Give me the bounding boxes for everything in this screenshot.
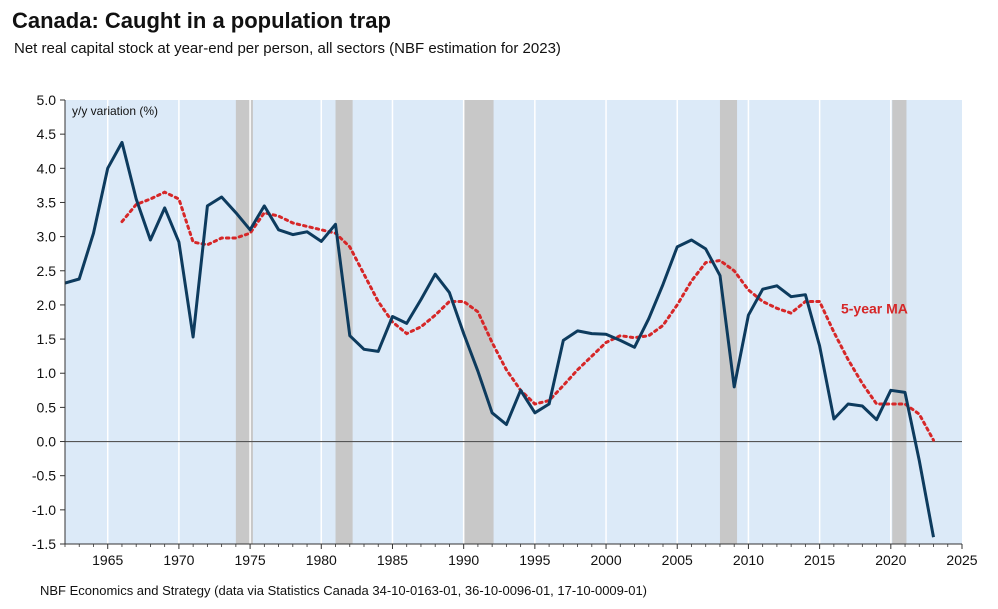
x-tick-label: 1990 [448, 552, 479, 568]
x-tick-label: 2020 [875, 552, 906, 568]
x-tick-label: 1975 [235, 552, 266, 568]
y-tick-label: -1.0 [32, 502, 56, 518]
x-tick-label: 2010 [733, 552, 764, 568]
series [64, 140, 935, 538]
y-tick-label: 5.0 [37, 92, 57, 108]
y-tick-label: 3.5 [37, 194, 57, 210]
recession-band [892, 100, 907, 544]
x-tick-label: 1995 [519, 552, 550, 568]
y-tick-label: 2.5 [37, 263, 57, 279]
y-tick-label: 0.0 [37, 434, 57, 450]
source-note: NBF Economics and Strategy (data via Sta… [40, 583, 648, 598]
gridlines [106, 100, 892, 544]
recession-band [463, 100, 494, 544]
x-tick-label: 1985 [377, 552, 408, 568]
y-tick-label: 1.5 [37, 331, 57, 347]
chart-title: Canada: Caught in a population trap [12, 8, 391, 33]
x-tick-label: 2015 [804, 552, 835, 568]
y-tick-label: 0.5 [37, 399, 57, 415]
x-tick-label: 2025 [946, 552, 977, 568]
recession-band [335, 100, 353, 544]
y-tick-label: 3.0 [37, 229, 57, 245]
plot-area [65, 100, 962, 544]
series-line-5-year-ma [120, 190, 935, 442]
y-tick-label: 4.0 [37, 160, 57, 176]
x-tick-label: 1965 [92, 552, 123, 568]
x-tick-label: 1970 [163, 552, 194, 568]
chart-subtitle: Net real capital stock at year-end per p… [14, 40, 561, 57]
recession-band [235, 100, 253, 544]
y-axis-label: y/y variation (%) [72, 104, 158, 118]
series-line-capital-stock [64, 140, 935, 538]
labels: y/y variation (%) 5-year MA [72, 104, 908, 316]
recession-band [719, 100, 738, 544]
y-tick-label: 1.0 [37, 365, 57, 381]
ma-annotation-label: 5-year MA [841, 300, 908, 316]
recession-shading [235, 100, 907, 544]
x-tick-label: 1980 [306, 552, 337, 568]
y-tick-label: 4.5 [37, 126, 57, 142]
y-tick-label: 2.0 [37, 297, 57, 313]
axes: 5.0 4.5 4.0 3.5 3.0 2.5 2.0 1.5 1.0 0.5 0.0 -0.5 -1.… [32, 92, 978, 568]
y-tick-label: -1.5 [32, 536, 56, 552]
y-tick-label: -0.5 [32, 468, 56, 484]
plot-background [65, 100, 962, 544]
x-tick-label: 2005 [662, 552, 693, 568]
x-tick-label: 2000 [590, 552, 621, 568]
